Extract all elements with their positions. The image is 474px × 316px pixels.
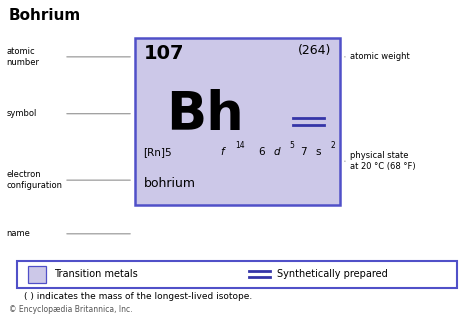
Text: Bohrium: Bohrium xyxy=(9,8,81,23)
Bar xyxy=(28,265,46,283)
Text: 5: 5 xyxy=(289,141,294,150)
Text: d: d xyxy=(273,147,280,157)
Text: 14: 14 xyxy=(236,141,246,150)
Text: electron
configuration: electron configuration xyxy=(7,170,63,190)
Text: Bh: Bh xyxy=(166,89,244,141)
Text: 2: 2 xyxy=(331,141,336,150)
Text: [Rn]5: [Rn]5 xyxy=(144,147,172,157)
Text: name: name xyxy=(7,229,30,238)
Bar xyxy=(135,38,340,205)
Text: s: s xyxy=(316,147,321,157)
Text: 107: 107 xyxy=(144,44,184,63)
Text: Transition metals: Transition metals xyxy=(54,269,137,279)
Bar xyxy=(17,261,457,288)
Text: (264): (264) xyxy=(298,44,331,57)
Text: 7: 7 xyxy=(300,147,307,157)
Text: © Encyclopædia Britannica, Inc.: © Encyclopædia Britannica, Inc. xyxy=(9,306,133,314)
Text: physical state
at 20 °C (68 °F): physical state at 20 °C (68 °F) xyxy=(350,151,415,171)
Text: Synthetically prepared: Synthetically prepared xyxy=(277,269,388,279)
Text: atomic weight: atomic weight xyxy=(350,52,410,61)
Text: 6: 6 xyxy=(258,147,265,157)
Text: f: f xyxy=(220,147,224,157)
Text: bohrium: bohrium xyxy=(144,177,196,190)
Text: atomic
number: atomic number xyxy=(7,47,40,67)
Text: ( ) indicates the mass of the longest-lived isotope.: ( ) indicates the mass of the longest-li… xyxy=(24,292,252,301)
Text: symbol: symbol xyxy=(7,109,37,118)
